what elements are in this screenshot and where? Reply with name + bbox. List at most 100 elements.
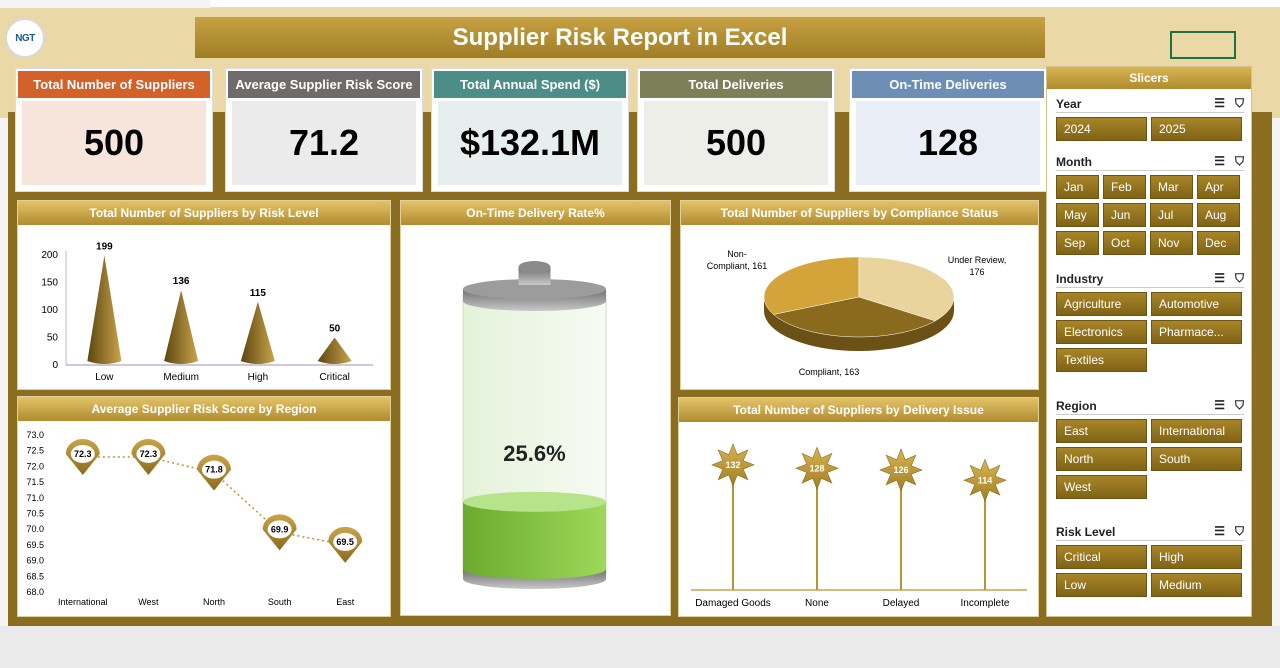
- gauge-value-label: 25.6%: [503, 441, 565, 466]
- slicer-title: Region: [1056, 398, 1097, 413]
- bar-marker: [795, 446, 839, 491]
- clear-filter-icon[interactable]: ⛉: [1234, 271, 1244, 285]
- slicer-item[interactable]: Oct: [1103, 231, 1146, 255]
- data-point-face: [333, 532, 358, 551]
- bar: [87, 255, 122, 364]
- slicer-title: Year: [1056, 96, 1082, 111]
- slicer-item[interactable]: South: [1151, 447, 1242, 471]
- y-tick-label: 73.0: [26, 430, 44, 440]
- slicer-item[interactable]: Jun: [1103, 203, 1146, 227]
- slicer-item[interactable]: Sep: [1056, 231, 1099, 255]
- multi-select-icon[interactable]: ☰: [1214, 271, 1225, 285]
- clear-filter-icon[interactable]: ⛉: [1234, 96, 1244, 110]
- slicer-item[interactable]: High: [1151, 545, 1242, 569]
- slicer-item[interactable]: Pharmace...: [1151, 320, 1242, 344]
- kpi-label: Average Supplier Risk Score: [228, 71, 420, 98]
- multi-select-icon[interactable]: ☰: [1214, 524, 1225, 538]
- slicer-industry: Industry ☰ ⛉ Agriculture Automotive Electroni…: [1056, 270, 1244, 372]
- gauge-top-face: [463, 279, 606, 299]
- logo: NGT: [5, 18, 45, 58]
- bar: [317, 337, 352, 364]
- data-label: 199: [96, 242, 113, 253]
- x-tick-label: Medium: [163, 372, 199, 383]
- y-tick-label: 72.0: [26, 461, 44, 471]
- gauge-fill-top: [463, 491, 606, 512]
- slicer-item[interactable]: 2024: [1056, 117, 1147, 141]
- multi-select-icon[interactable]: ☰: [1214, 154, 1225, 168]
- slicer-item[interactable]: Apr: [1197, 175, 1240, 199]
- slicer-item[interactable]: May: [1056, 203, 1099, 227]
- pie-label: 176: [969, 267, 984, 277]
- slicer-item[interactable]: West: [1056, 475, 1147, 499]
- slicer-item[interactable]: Jan: [1056, 175, 1099, 199]
- slicer-item[interactable]: Aug: [1197, 203, 1240, 227]
- pie-slice: [763, 256, 860, 315]
- clear-filter-icon[interactable]: ⛉: [1234, 154, 1244, 168]
- formula-bar[interactable]: [210, 0, 1280, 8]
- slicer-item[interactable]: Electronics: [1056, 320, 1147, 344]
- bottom-strip: [0, 626, 1280, 668]
- y-tick-label: 72.5: [26, 446, 44, 456]
- data-point-face: [267, 520, 292, 539]
- y-tick-label: 100: [41, 305, 58, 316]
- kpi-ontime-deliveries: On-Time Deliveries 128: [850, 69, 1046, 191]
- slicer-header: Industry ☰ ⛉: [1056, 270, 1244, 288]
- data-point-face: [202, 460, 226, 479]
- y-tick-label: 71.5: [26, 477, 44, 487]
- chart-title: On-Time Delivery Rate%: [401, 201, 670, 225]
- multi-select-icon[interactable]: ☰: [1214, 398, 1225, 412]
- slicer-item[interactable]: 2025: [1151, 117, 1242, 141]
- clear-filter-icon[interactable]: ⛉: [1234, 398, 1244, 412]
- x-tick-label: East: [336, 597, 355, 607]
- pie-label: Non-: [727, 249, 747, 259]
- slicer-tools: ☰ ⛉: [1214, 271, 1244, 286]
- y-tick-label: 69.5: [26, 540, 44, 550]
- multi-select-icon[interactable]: ☰: [1214, 96, 1225, 110]
- logo-text: NGT: [15, 32, 35, 44]
- chart-title: Total Number of Suppliers by Delivery Is…: [679, 398, 1038, 422]
- clear-filter-icon[interactable]: ⛉: [1234, 524, 1244, 538]
- data-label: 132: [725, 460, 740, 470]
- slicers-title: Slicers: [1047, 67, 1251, 89]
- y-tick-label: 200: [41, 250, 58, 261]
- slicer-item[interactable]: Mar: [1150, 175, 1193, 199]
- compliance-chart-panel: Total Number of Suppliers by Compliance …: [680, 200, 1039, 390]
- title-bar: Supplier Risk Report in Excel: [195, 17, 1045, 58]
- y-tick-label: 0: [52, 360, 58, 371]
- data-label: 115: [250, 288, 267, 299]
- slicer-header: Year ☰ ⛉: [1056, 95, 1244, 113]
- slicer-item[interactable]: International: [1151, 419, 1242, 443]
- slicer-item[interactable]: Textiles: [1056, 348, 1147, 372]
- bar: [164, 290, 199, 364]
- x-tick-label: Critical: [319, 372, 350, 383]
- y-tick-label: 68.5: [26, 571, 44, 581]
- slicer-item[interactable]: Feb: [1103, 175, 1146, 199]
- slicer-item[interactable]: East: [1056, 419, 1147, 443]
- page-title: Supplier Risk Report in Excel: [452, 23, 788, 51]
- slicer-item[interactable]: Jul: [1150, 203, 1193, 227]
- slicer-item[interactable]: North: [1056, 447, 1147, 471]
- selected-cell[interactable]: [1170, 31, 1236, 59]
- data-label: 126: [893, 465, 908, 475]
- slicer-item[interactable]: Dec: [1197, 231, 1240, 255]
- kpi-value: 500: [644, 101, 828, 185]
- slicer-item[interactable]: Automotive: [1151, 292, 1242, 316]
- x-tick-label: Delayed: [883, 598, 920, 609]
- bar-marker: [963, 458, 1007, 503]
- bar-marker: [879, 448, 923, 492]
- slicer-item[interactable]: Medium: [1151, 573, 1242, 597]
- slicer-header: Region ☰ ⛉: [1056, 397, 1244, 415]
- slicer-tools: ☰ ⛉: [1214, 398, 1244, 413]
- slicer-title: Risk Level: [1056, 524, 1116, 539]
- slicer-item[interactable]: Low: [1056, 573, 1147, 597]
- slicer-item[interactable]: Agriculture: [1056, 292, 1147, 316]
- kpi-value: 500: [22, 101, 206, 185]
- slicer-items: 2024 2025: [1056, 117, 1244, 141]
- x-tick-label: Low: [95, 372, 114, 383]
- data-label: 72.3: [74, 449, 92, 459]
- slicer-item[interactable]: Nov: [1150, 231, 1193, 255]
- kpi-label: Total Number of Suppliers: [18, 71, 210, 98]
- data-label: 69.5: [336, 537, 354, 547]
- slicer-item[interactable]: Critical: [1056, 545, 1147, 569]
